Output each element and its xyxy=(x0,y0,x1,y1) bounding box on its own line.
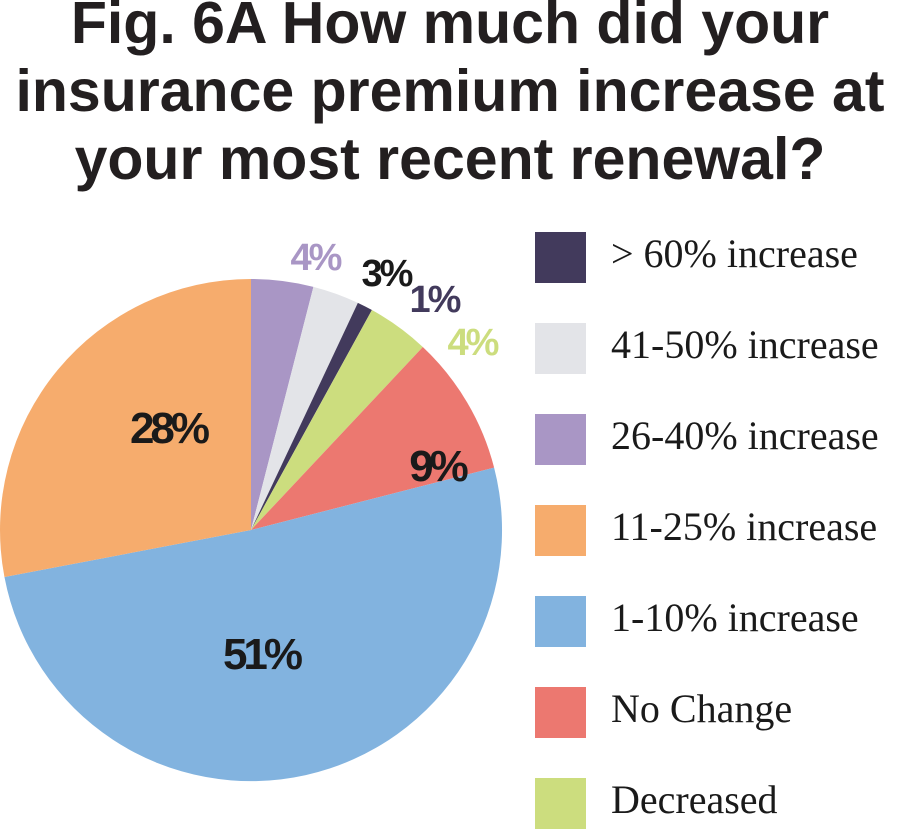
svg-text:51%: 51% xyxy=(223,630,302,679)
svg-text:4%: 4% xyxy=(448,322,499,364)
svg-text:9%: 9% xyxy=(409,442,467,491)
svg-text:1%: 1% xyxy=(410,279,461,321)
svg-text:28%: 28% xyxy=(130,404,209,453)
svg-text:3%: 3% xyxy=(362,253,413,295)
svg-text:4%: 4% xyxy=(291,237,342,279)
